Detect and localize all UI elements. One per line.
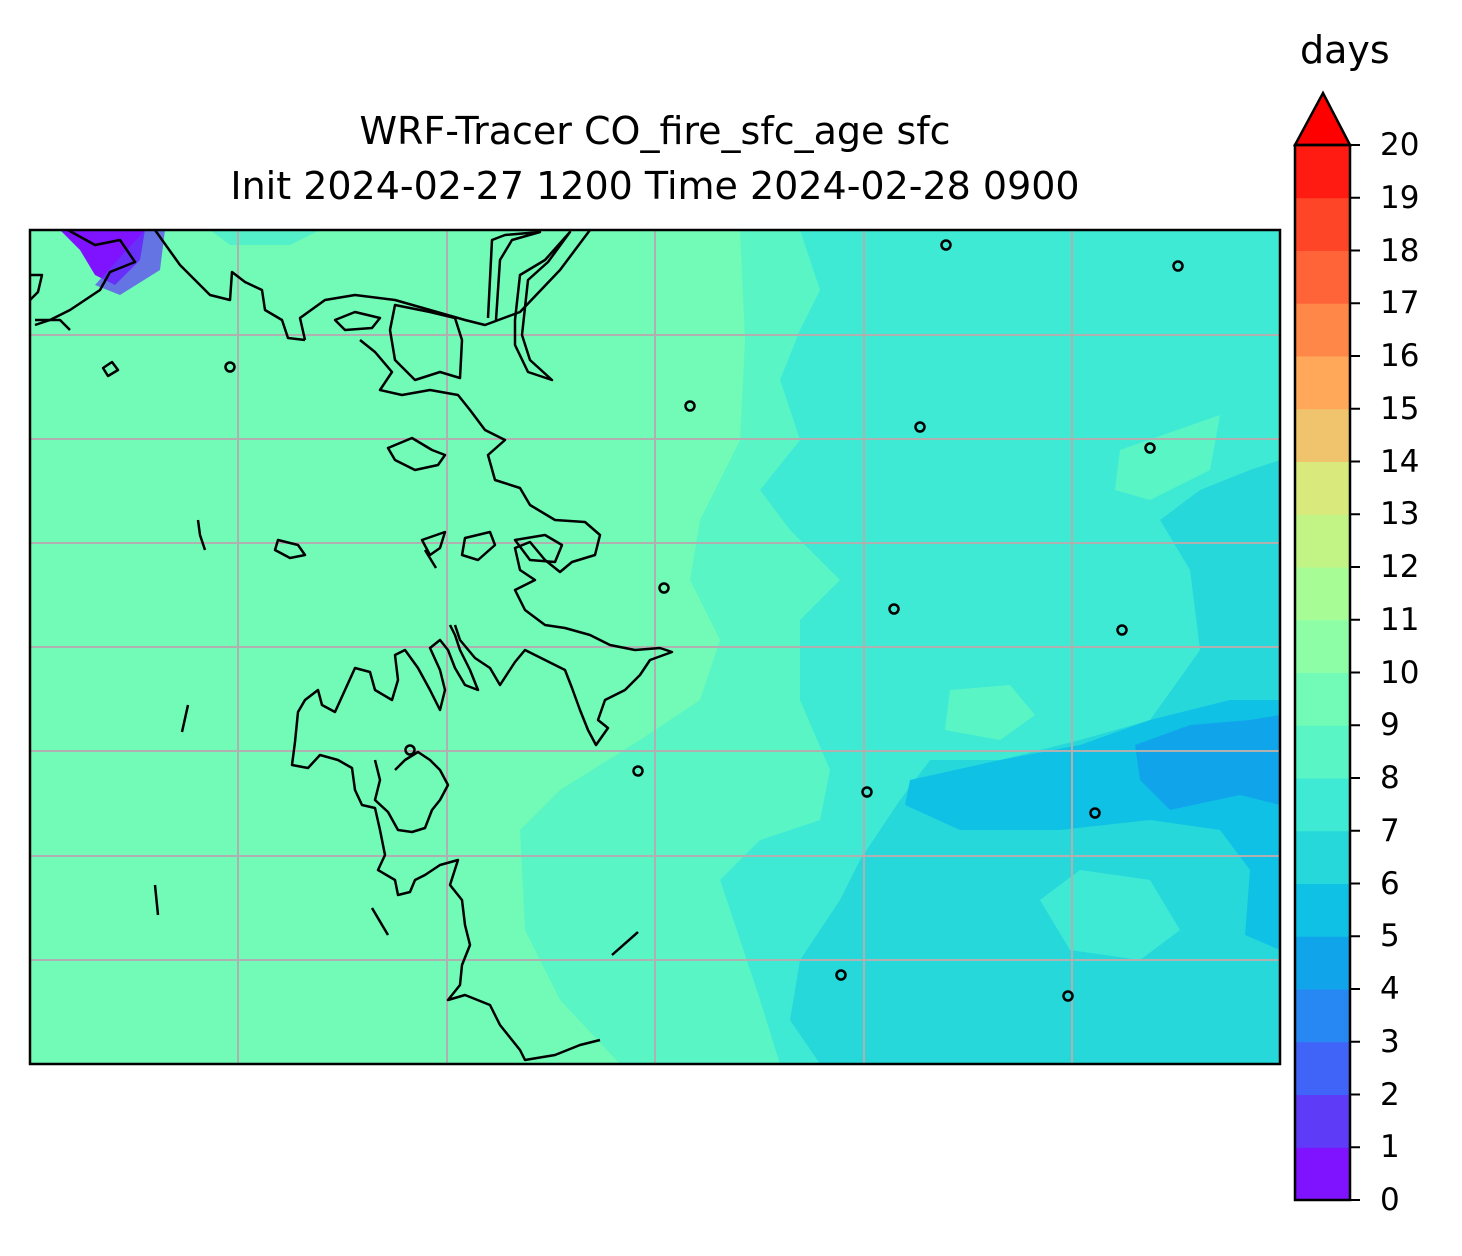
field-level-7-island: [1040, 870, 1180, 960]
map-title-line2: Init 2024-02-27 1200 Time 2024-02-28 090…: [230, 164, 1080, 208]
colorbar-tick-label: 4: [1380, 971, 1400, 1007]
station-marker: [835, 969, 847, 981]
colorbar-tick-label: 12: [1380, 549, 1420, 585]
station-markers: [224, 239, 1184, 1002]
colorbar-tick-label: 8: [1380, 760, 1400, 796]
map-gridlines: [30, 230, 1280, 1064]
colorbar-tick-label: 1: [1380, 1129, 1400, 1166]
colorbar-band: [1295, 936, 1350, 990]
colorbar-tick-label: 6: [1380, 865, 1400, 902]
coastline-line-e: [370, 907, 390, 936]
coastline-island-3: [273, 538, 307, 560]
station-marker: [224, 361, 236, 373]
station-marker: [1144, 442, 1156, 454]
colorbar-band: [1295, 1094, 1350, 1148]
colorbar-band: [1295, 619, 1350, 673]
station-marker: [1062, 990, 1074, 1002]
coastline-line-a: [423, 549, 438, 569]
station-marker: [404, 744, 416, 756]
colorbar-band: [1295, 778, 1350, 832]
coastline-inlet: [373, 750, 450, 834]
colorbar-band: [1295, 408, 1350, 462]
colorbar-band: [1295, 725, 1350, 779]
coastline-peninsula: [290, 624, 601, 1062]
station-marker: [632, 765, 644, 777]
colorbar-tick-label: 16: [1380, 338, 1420, 374]
coastline-line-c: [180, 704, 190, 733]
map-frame: [28, 228, 1282, 1066]
colorbar-extend-arrow: [1292, 90, 1353, 147]
field-level-4: [1135, 715, 1280, 810]
colorbar-band: [1295, 514, 1350, 568]
colorbar-band: [1295, 672, 1350, 726]
station-marker: [888, 603, 900, 615]
coastline-bay-2: [359, 339, 674, 747]
colorbar-tick-label: 7: [1380, 812, 1400, 849]
station-marker: [861, 786, 873, 798]
coastline-north: [34, 230, 137, 327]
colorbar-band: [1295, 1041, 1350, 1095]
coastline-island-1: [333, 310, 382, 332]
coastline-bay: [388, 303, 464, 382]
colorbar-band: [1295, 830, 1350, 884]
coastline-line-d: [153, 884, 160, 916]
colorbar-tick-label: 3: [1380, 1023, 1400, 1060]
colorbar-band: [1295, 197, 1350, 251]
coastline-river-a: [486, 230, 542, 321]
colorbar-tick-label: 9: [1380, 707, 1400, 744]
colorbar-tick-label: 5: [1380, 918, 1400, 955]
station-marker: [1089, 807, 1101, 819]
colorbar-tick-label: 19: [1380, 179, 1420, 216]
colorbar-band: [1295, 356, 1350, 410]
map-title-line1: WRF-Tracer CO_fire_sfc_age sfc: [359, 109, 951, 153]
colorbar-tick-label: 18: [1380, 232, 1420, 269]
coastline-line-f: [611, 931, 639, 956]
coastline-north-2: [153, 230, 306, 342]
colorbar-band: [1295, 883, 1350, 937]
colorbar-band: [1295, 145, 1350, 199]
colorbar-tick-label: 10: [1380, 654, 1420, 691]
colorbar-band: [1295, 567, 1350, 621]
coastline-island-5: [460, 530, 497, 562]
colorbar-band: [1295, 1147, 1350, 1201]
coastlines: [30, 230, 674, 1062]
colorbar-tick-label: 0: [1380, 1182, 1400, 1218]
field-level-8-island: [1115, 415, 1220, 500]
coastline-island-4: [420, 530, 447, 557]
coastline-island-2: [386, 436, 447, 472]
coastline-islet: [101, 360, 120, 378]
coastline-line-b: [196, 519, 207, 551]
station-marker: [1172, 260, 1184, 272]
station-marker: [940, 239, 952, 251]
colorbar-tick-label: 13: [1380, 496, 1420, 533]
colorbar-tick-label: 2: [1380, 1076, 1400, 1113]
coastline-island-6: [513, 533, 564, 564]
coastline-estuary: [298, 230, 591, 341]
field-level-8-island: [945, 685, 1035, 740]
station-marker: [658, 582, 670, 594]
coastline-west: [30, 273, 44, 301]
colorbar-band: [1295, 250, 1350, 304]
colorbar-tick-label: 17: [1380, 285, 1420, 322]
colorbar-unit-label: days: [1300, 28, 1390, 72]
colorbar-band: [1295, 989, 1350, 1043]
colorbar-tick-label: 15: [1380, 390, 1420, 427]
colorbar-band: [1295, 303, 1350, 357]
colorbar-tick-label: 14: [1380, 443, 1420, 480]
station-marker: [914, 421, 926, 433]
coastline-river-b: [513, 230, 572, 382]
colorbar-tick-label: 11: [1380, 601, 1420, 638]
colorbar-tick-label: 20: [1380, 127, 1420, 163]
station-marker: [1116, 624, 1128, 636]
field-level-1: [95, 230, 165, 295]
colorbar-band: [1295, 461, 1350, 515]
station-marker: [684, 400, 696, 412]
coastline-west-2: [35, 318, 71, 331]
